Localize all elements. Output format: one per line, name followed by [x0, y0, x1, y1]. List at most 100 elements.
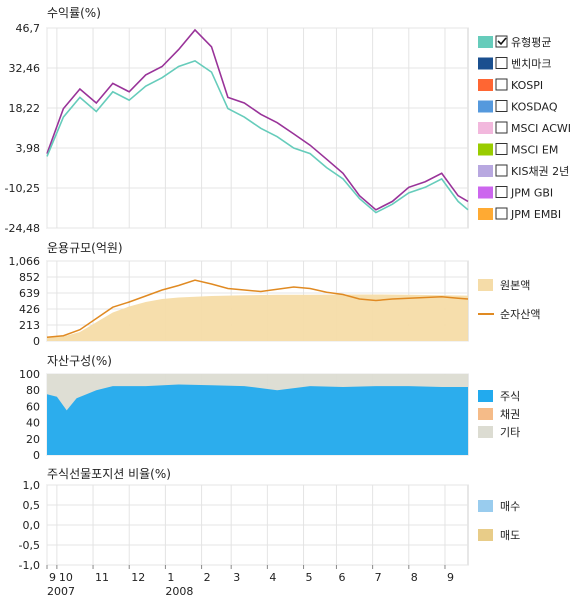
- legend-checkbox[interactable]: [495, 164, 508, 177]
- y-tick-label: 426: [19, 303, 40, 316]
- y-tick-label: 46,7: [16, 22, 41, 35]
- legend-item: 채권: [478, 408, 520, 421]
- legend-swatch: [478, 79, 493, 91]
- series-line-1: [46, 60, 469, 214]
- legend-checkbox[interactable]: [495, 121, 508, 134]
- check-icon: [497, 37, 507, 46]
- y-tick-label: 0,0: [23, 519, 41, 532]
- legend-swatch: [478, 529, 493, 541]
- y-tick-label: -24,48: [5, 222, 40, 235]
- legend-label: 매도: [500, 529, 520, 542]
- x-tick-label: 11: [95, 571, 109, 584]
- x-tick-label: 1: [167, 571, 174, 584]
- legend-item: 유형평균: [478, 35, 551, 49]
- y-tick-label: 639: [19, 287, 40, 300]
- panel-title: 자산구성(%): [47, 354, 112, 368]
- legend-checkbox[interactable]: [495, 100, 508, 112]
- y-tick-label: 0: [33, 335, 40, 348]
- legend-label: MSCI EM: [511, 144, 558, 157]
- legend-item: 원본액: [478, 279, 530, 292]
- legend-swatch: [478, 500, 493, 512]
- legend-item: 매도: [478, 529, 520, 542]
- x-tick-label: 10: [59, 571, 73, 584]
- legend-label: 순자산액: [500, 308, 540, 321]
- y-tick-label: 0: [33, 449, 40, 462]
- legend-swatch: [478, 100, 493, 113]
- legend-checkbox[interactable]: [495, 143, 508, 155]
- legend-swatch: [478, 408, 493, 420]
- panel-title: 운용규모(억원): [47, 241, 123, 255]
- legend-swatch: [478, 165, 493, 177]
- x-tick-label: 7: [375, 571, 382, 584]
- y-tick-label: 20: [26, 433, 40, 446]
- y-tick-label: -0,5: [19, 539, 40, 552]
- legend-label: JPM EMBI: [510, 208, 561, 221]
- x-tick-label: 6: [338, 571, 345, 584]
- y-tick-label: 0,5: [23, 499, 41, 512]
- y-tick-label: 1,066: [9, 255, 41, 268]
- legend-swatch: [478, 390, 493, 402]
- legend-label: KIS채권 2년: [511, 165, 569, 178]
- legend-swatch: [478, 143, 493, 156]
- legend-label: KOSPI: [511, 79, 543, 92]
- legend-label: 기타: [500, 426, 520, 439]
- series-line-0: [46, 28, 469, 211]
- legend-swatch: [478, 186, 493, 199]
- plot-area: [46, 27, 469, 229]
- legend-label: 원본액: [500, 279, 530, 292]
- legend-swatch: [478, 279, 493, 291]
- legend-label: KOSDAQ: [511, 101, 558, 114]
- legend-item: 주식: [478, 390, 520, 403]
- y-tick-label: 60: [26, 400, 40, 413]
- x-year-label: 2007: [47, 585, 75, 598]
- y-tick-label: 852: [19, 271, 40, 284]
- legend-label: 유형평균: [511, 36, 551, 49]
- legend-item: 순자산액: [478, 308, 540, 321]
- y-tick-label: 1,0: [23, 479, 41, 492]
- legend-item: KIS채권 2년: [478, 164, 569, 178]
- x-tick-label: 3: [233, 571, 240, 584]
- legend-swatch: [478, 208, 493, 220]
- legend-swatch: [478, 36, 493, 48]
- series-area-0: [47, 384, 468, 455]
- legend-checkbox[interactable]: [495, 35, 508, 48]
- legend-swatch: [478, 122, 493, 134]
- legend-checkbox[interactable]: [495, 57, 508, 69]
- y-tick-label: 40: [26, 417, 40, 430]
- legend-item: JPM GBI: [478, 186, 553, 200]
- legend-checkbox[interactable]: [495, 78, 508, 91]
- legend-label: 주식: [500, 390, 520, 403]
- legend-label: 벤치마크: [511, 58, 551, 71]
- legend-swatch: [478, 57, 493, 70]
- legend-item: JPM EMBI: [478, 207, 561, 221]
- x-tick-label: 2: [204, 571, 211, 584]
- x-tick-label: 9: [49, 571, 56, 584]
- series-area-0: [47, 294, 468, 341]
- panel-title: 주식선물포지션 비율(%): [47, 467, 171, 481]
- x-tick-label: 9: [447, 571, 454, 584]
- legend-swatch: [478, 426, 493, 438]
- legend-item: 벤치마크: [478, 57, 551, 71]
- y-tick-label: -10,25: [5, 182, 40, 195]
- x-tick-label: 8: [411, 571, 418, 584]
- y-tick-label: 80: [26, 384, 40, 397]
- y-tick-label: 100: [19, 368, 40, 381]
- legend-checkbox[interactable]: [495, 186, 508, 198]
- legend-checkbox[interactable]: [495, 207, 508, 220]
- y-tick-label: -1,0: [19, 559, 40, 572]
- y-tick-label: 3,98: [16, 142, 41, 155]
- chart-panel-1: 수익률(%) 46,7 32,46 18,22 3,98 -10,25 -24,48 유형평균…: [5, 6, 572, 235]
- legend-item: KOSPI: [478, 78, 543, 92]
- panel-title: 수익률(%): [47, 6, 101, 20]
- y-tick-label: 32,46: [9, 62, 41, 75]
- legend-label: 채권: [500, 408, 520, 421]
- y-tick-label: 213: [19, 319, 40, 332]
- legend-label: JPM GBI: [510, 187, 553, 200]
- legend-item: MSCI EM: [478, 143, 558, 157]
- legend-item: 기타: [478, 426, 520, 439]
- legend-item: 매수: [478, 500, 520, 513]
